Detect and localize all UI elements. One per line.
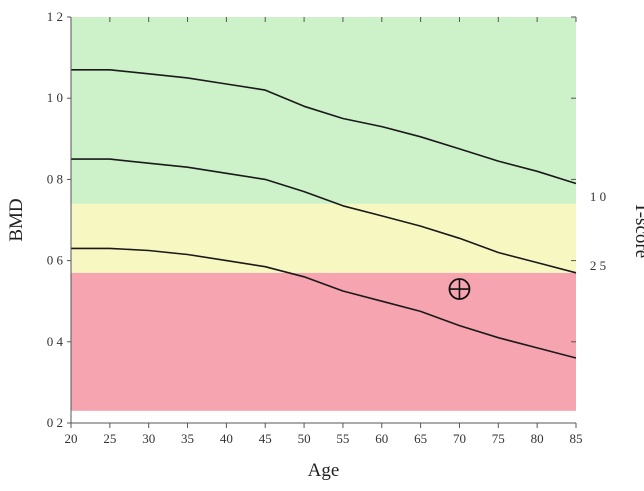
t-score-tick-label: 1 0 bbox=[590, 189, 606, 204]
curve-1 bbox=[71, 158, 577, 274]
t-score-labels: 1 0 2 5 bbox=[590, 189, 606, 273]
band-0 bbox=[71, 272, 576, 411]
x-tick-label: 40 bbox=[220, 431, 233, 446]
y-axis-title: BMD bbox=[6, 198, 27, 241]
risk-bands bbox=[71, 17, 576, 411]
y-tick-labels: 0 2 0 4 0 6 0 8 1 0 1 2 bbox=[47, 9, 64, 430]
x-tick-label: 35 bbox=[181, 431, 194, 446]
axes bbox=[67, 16, 577, 428]
y-tick-label: 0 8 bbox=[47, 171, 63, 186]
t-score-axis-title: T-score bbox=[631, 202, 644, 258]
x-tick-label: 75 bbox=[492, 431, 505, 446]
x-tick-label: 55 bbox=[336, 431, 349, 446]
y-tick-label: 0 6 bbox=[47, 253, 64, 268]
x-tick-label: 30 bbox=[142, 431, 155, 446]
y-tick-label: 1 0 bbox=[47, 90, 63, 105]
y-tick-label: 1 2 bbox=[47, 9, 63, 24]
band-2 bbox=[71, 17, 576, 204]
band-1 bbox=[71, 203, 576, 273]
x-tick-label: 60 bbox=[375, 431, 388, 446]
x-tick-label: 50 bbox=[298, 431, 311, 446]
x-tick-label: 70 bbox=[453, 431, 466, 446]
y-tick-label: 0 2 bbox=[47, 415, 63, 430]
x-tick-label: 65 bbox=[414, 431, 427, 446]
reference-curves bbox=[71, 69, 577, 359]
x-axis-title: Age bbox=[308, 460, 340, 481]
t-score-tick-label: 2 5 bbox=[590, 258, 606, 273]
x-tick-label: 45 bbox=[259, 431, 272, 446]
x-tick-label: 85 bbox=[570, 431, 583, 446]
curve-0 bbox=[71, 69, 577, 185]
patient-marker bbox=[448, 278, 471, 300]
x-tick-label: 20 bbox=[65, 431, 78, 446]
x-tick-label: 25 bbox=[103, 431, 116, 446]
y-tick-label: 0 4 bbox=[47, 334, 64, 349]
x-tick-labels: 20 25 30 35 40 45 50 55 60 65 70 75 80 85 bbox=[65, 431, 583, 446]
x-tick-label: 80 bbox=[531, 431, 544, 446]
curve-2 bbox=[71, 247, 577, 359]
